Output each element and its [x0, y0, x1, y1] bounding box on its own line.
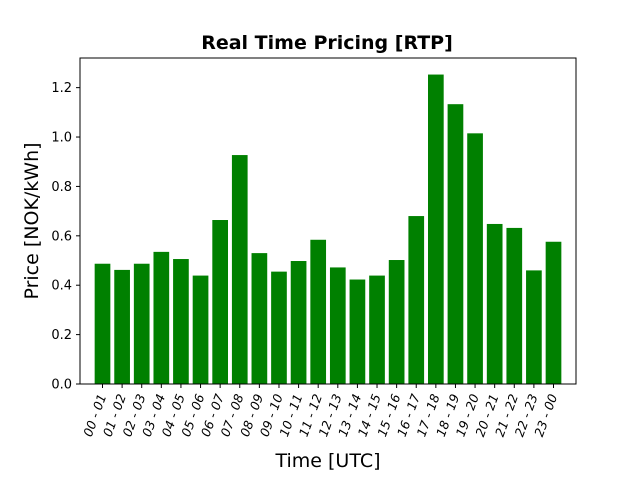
y-axis-label: Price [NOK/kWh] — [21, 142, 43, 299]
bar-15-16 — [388, 260, 405, 384]
bar-16-17 — [408, 216, 425, 384]
bar-21-22 — [506, 227, 523, 384]
bar-14-15 — [369, 275, 385, 384]
y-axis: 0.0 0.2 0.4 0.6 0.8 1.0 1.2 — [51, 81, 80, 393]
bar-02-03 — [133, 263, 150, 384]
bar-12-13 — [329, 267, 346, 384]
y-tick-label: 0.8 — [51, 180, 72, 195]
bar-06-07 — [212, 220, 228, 384]
bar-08-09 — [251, 253, 268, 384]
y-tick-label: 0.4 — [51, 279, 72, 294]
bar-23-00 — [545, 241, 562, 384]
bars-group — [94, 74, 562, 385]
bar-19-20 — [467, 133, 483, 384]
bar-03-04 — [153, 251, 170, 384]
bar-01-02 — [114, 269, 130, 384]
y-tick-label: 0.2 — [51, 328, 72, 343]
bar-17-18 — [428, 74, 444, 385]
bar-00-01 — [94, 263, 111, 384]
bar-18-19 — [447, 104, 464, 385]
y-tick-label: 0.0 — [51, 378, 72, 393]
bar-11-12 — [310, 239, 327, 384]
y-tick-label: 1.2 — [51, 81, 72, 96]
bar-22-23 — [526, 270, 542, 384]
plot-frame — [79, 57, 577, 385]
x-axis-label: Time [UTC] — [274, 450, 380, 472]
bar-05-06 — [192, 275, 209, 384]
chart-title: Real Time Pricing [RTP] — [201, 32, 453, 54]
bar-20-21 — [486, 223, 503, 384]
bar-04-05 — [173, 259, 189, 384]
bar-07-08 — [231, 155, 248, 384]
bar-10-11 — [290, 261, 307, 384]
bar-09-10 — [271, 271, 287, 384]
y-tick-label: 1.0 — [51, 131, 72, 146]
y-tick-label: 0.6 — [51, 229, 72, 244]
bar-13-14 — [349, 279, 366, 384]
